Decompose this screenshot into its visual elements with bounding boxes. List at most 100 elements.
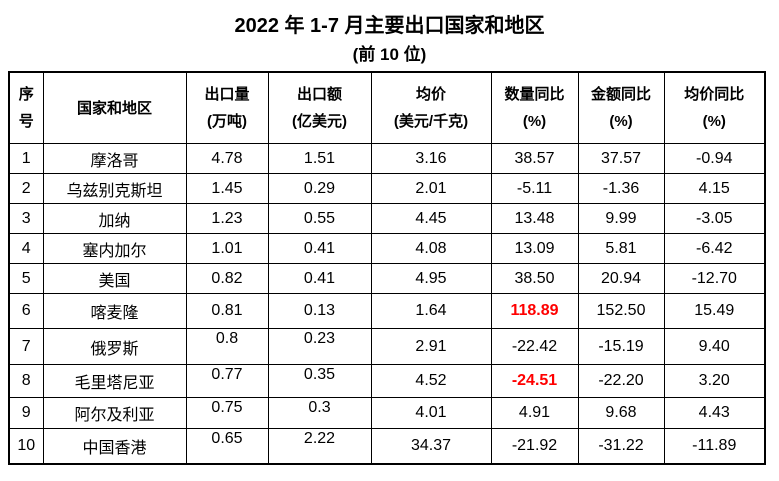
cell-country: 乌兹别克斯坦 bbox=[42, 173, 187, 205]
cell-rank: 1 bbox=[8, 143, 44, 175]
table-row: 3 加纳 1.23 0.55 4.45 13.48 9.99 -3.05 bbox=[8, 203, 766, 235]
cell-export-value: 0.35 bbox=[267, 364, 372, 399]
cell-volume-yoy: 38.57 bbox=[490, 143, 579, 175]
cell-value-yoy: 37.57 bbox=[577, 143, 665, 175]
cell-avg-price: 4.01 bbox=[370, 397, 492, 430]
cell-value-yoy: 152.50 bbox=[577, 293, 665, 330]
column-header: 出口量 (万吨) bbox=[185, 71, 269, 145]
cell-rank: 10 bbox=[8, 428, 44, 465]
cell-export-value: 0.41 bbox=[267, 233, 372, 265]
cell-export-value: 0.41 bbox=[267, 263, 372, 295]
cell-value-yoy: -31.22 bbox=[577, 428, 665, 465]
table-row: 6 喀麦隆 0.81 0.13 1.64 118.89 152.50 15.49 bbox=[8, 293, 766, 330]
cell-price-yoy: -6.42 bbox=[663, 233, 766, 265]
cell-rank: 9 bbox=[8, 397, 44, 430]
cell-price-yoy: -0.94 bbox=[663, 143, 766, 175]
cell-avg-price: 2.91 bbox=[370, 328, 492, 366]
cell-country: 俄罗斯 bbox=[42, 328, 187, 366]
cell-volume-yoy: -24.51 bbox=[490, 364, 579, 399]
cell-country: 加纳 bbox=[42, 203, 187, 235]
table-row: 5 美国 0.82 0.41 4.95 38.50 20.94 -12.70 bbox=[8, 263, 766, 295]
column-header: 出口额 (亿美元) bbox=[267, 71, 372, 145]
cell-rank: 2 bbox=[8, 173, 44, 205]
cell-volume-yoy: -22.42 bbox=[490, 328, 579, 366]
cell-export-value: 2.22 bbox=[267, 428, 372, 465]
cell-country: 喀麦隆 bbox=[42, 293, 187, 330]
cell-volume-yoy: 118.89 bbox=[490, 293, 579, 330]
cell-export-value: 0.55 bbox=[267, 203, 372, 235]
column-header: 均价 (美元/千克) bbox=[370, 71, 492, 145]
cell-volume-yoy: -5.11 bbox=[490, 173, 579, 205]
cell-export-value: 0.23 bbox=[267, 328, 372, 366]
column-header: 序号 bbox=[8, 71, 44, 145]
cell-avg-price: 1.64 bbox=[370, 293, 492, 330]
table-row: 9 阿尔及利亚 0.75 0.3 4.01 4.91 9.68 4.43 bbox=[8, 397, 766, 430]
table-row: 1 摩洛哥 4.78 1.51 3.16 38.57 37.57 -0.94 bbox=[8, 143, 766, 175]
table-row: 8 毛里塔尼亚 0.77 0.35 4.52 -24.51 -22.20 3.20 bbox=[8, 364, 766, 399]
table-row: 7 俄罗斯 0.8 0.23 2.91 -22.42 -15.19 9.40 bbox=[8, 328, 766, 366]
cell-export-volume: 1.45 bbox=[185, 173, 269, 205]
table-row: 2 乌兹别克斯坦 1.45 0.29 2.01 -5.11 -1.36 4.15 bbox=[8, 173, 766, 205]
cell-price-yoy: 3.20 bbox=[663, 364, 766, 399]
cell-rank: 4 bbox=[8, 233, 44, 265]
cell-rank: 6 bbox=[8, 293, 44, 330]
cell-price-yoy: -12.70 bbox=[663, 263, 766, 295]
cell-rank: 8 bbox=[8, 364, 44, 399]
cell-price-yoy: 9.40 bbox=[663, 328, 766, 366]
cell-avg-price: 4.95 bbox=[370, 263, 492, 295]
cell-price-yoy: 15.49 bbox=[663, 293, 766, 330]
table-row: 4 塞内加尔 1.01 0.41 4.08 13.09 5.81 -6.42 bbox=[8, 233, 766, 265]
cell-price-yoy: -3.05 bbox=[663, 203, 766, 235]
cell-export-volume: 0.81 bbox=[185, 293, 269, 330]
cell-value-yoy: -1.36 bbox=[577, 173, 665, 205]
cell-avg-price: 4.52 bbox=[370, 364, 492, 399]
cell-volume-yoy: -21.92 bbox=[490, 428, 579, 465]
cell-export-value: 1.51 bbox=[267, 143, 372, 175]
table-subtitle: (前 10 位) bbox=[352, 45, 427, 64]
cell-value-yoy: -15.19 bbox=[577, 328, 665, 366]
cell-country: 摩洛哥 bbox=[42, 143, 187, 175]
cell-rank: 3 bbox=[8, 203, 44, 235]
cell-price-yoy: 4.15 bbox=[663, 173, 766, 205]
cell-rank: 7 bbox=[8, 328, 44, 366]
cell-country: 塞内加尔 bbox=[42, 233, 187, 265]
cell-export-volume: 1.01 bbox=[185, 233, 269, 265]
cell-avg-price: 34.37 bbox=[370, 428, 492, 465]
cell-export-value: 0.29 bbox=[267, 173, 372, 205]
cell-export-volume: 0.77 bbox=[185, 364, 269, 399]
cell-export-volume: 4.78 bbox=[185, 143, 269, 175]
cell-avg-price: 4.45 bbox=[370, 203, 492, 235]
column-header: 均价同比 (%) bbox=[663, 71, 766, 145]
cell-value-yoy: 5.81 bbox=[577, 233, 665, 265]
cell-value-yoy: 9.99 bbox=[577, 203, 665, 235]
cell-volume-yoy: 13.09 bbox=[490, 233, 579, 265]
cell-avg-price: 3.16 bbox=[370, 143, 492, 175]
cell-export-volume: 0.65 bbox=[185, 428, 269, 465]
table-body: 1 摩洛哥 4.78 1.51 3.16 38.57 37.57 -0.94 2 乌兹别克斯坦 1.… bbox=[8, 143, 766, 465]
cell-value-yoy: -22.20 bbox=[577, 364, 665, 399]
table-row: 10 中国香港 0.65 2.22 34.37 -21.92 -31.22 -11.89 bbox=[8, 428, 766, 465]
cell-country: 中国香港 bbox=[42, 428, 187, 465]
cell-value-yoy: 20.94 bbox=[577, 263, 665, 295]
cell-export-volume: 0.82 bbox=[185, 263, 269, 295]
cell-volume-yoy: 13.48 bbox=[490, 203, 579, 235]
cell-value-yoy: 9.68 bbox=[577, 397, 665, 430]
export-table: 序号国家和地区 出口量 (万吨) 出口额 (亿美元) 均价 (美元/千克) 数量同比 (%) 金额… bbox=[8, 71, 766, 466]
cell-avg-price: 2.01 bbox=[370, 173, 492, 205]
cell-export-value: 0.13 bbox=[267, 293, 372, 330]
cell-volume-yoy: 38.50 bbox=[490, 263, 579, 295]
cell-export-volume: 1.23 bbox=[185, 203, 269, 235]
cell-avg-price: 4.08 bbox=[370, 233, 492, 265]
cell-export-volume: 0.8 bbox=[185, 328, 269, 366]
cell-country: 毛里塔尼亚 bbox=[42, 364, 187, 399]
cell-rank: 5 bbox=[8, 263, 44, 295]
cell-export-volume: 0.75 bbox=[185, 397, 269, 430]
cell-country: 美国 bbox=[42, 263, 187, 295]
table-title: 2022 年 1-7 月主要出口国家和地区 bbox=[234, 15, 545, 37]
cell-export-value: 0.3 bbox=[267, 397, 372, 430]
column-header: 数量同比 (%) bbox=[490, 71, 579, 145]
cell-country: 阿尔及利亚 bbox=[42, 397, 187, 430]
cell-volume-yoy: 4.91 bbox=[490, 397, 579, 430]
column-header: 金额同比 (%) bbox=[577, 71, 665, 145]
